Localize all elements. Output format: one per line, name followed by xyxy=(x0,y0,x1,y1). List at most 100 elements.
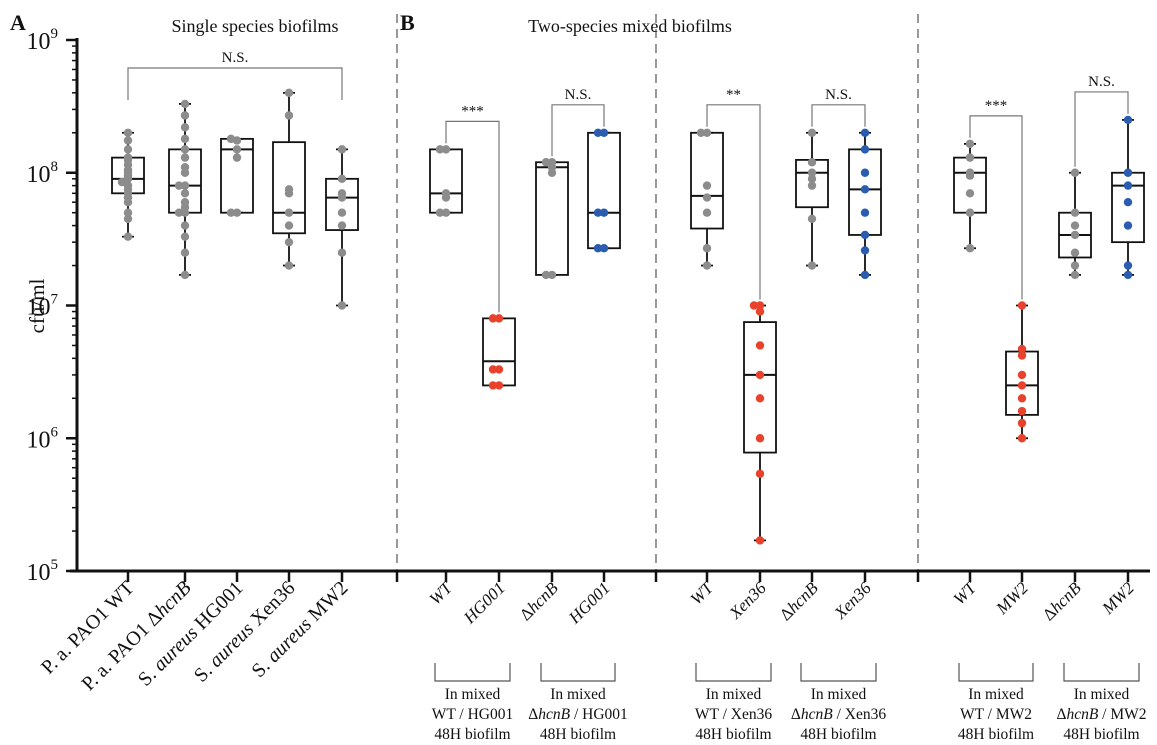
box-plot xyxy=(429,148,463,214)
x-tick-label: MW2 xyxy=(1098,578,1139,619)
data-point xyxy=(965,139,975,149)
data-point xyxy=(1070,248,1080,257)
y-tick-base: 10 xyxy=(27,29,51,55)
significance-label: *** xyxy=(985,98,1008,114)
data-point xyxy=(337,145,347,154)
pair-bracket: In mixed ΔhcnB / Xen36 48H biofilm xyxy=(791,663,886,743)
data-point xyxy=(226,134,236,144)
bracket-line xyxy=(551,104,605,157)
box-plot xyxy=(535,161,569,276)
data-point xyxy=(232,153,242,162)
box-plot xyxy=(1111,119,1145,276)
data-point xyxy=(180,232,190,241)
data-point xyxy=(807,261,817,270)
pair-bracket-line xyxy=(800,663,877,682)
x-tick-label: MW2 xyxy=(992,578,1033,619)
y-tick-label: 106 xyxy=(27,424,59,453)
data-point xyxy=(755,469,765,478)
data-point xyxy=(174,208,184,217)
data-point xyxy=(284,237,294,247)
pair-bracket-caption: In mixed xyxy=(550,686,606,703)
data-point xyxy=(180,111,190,120)
data-point xyxy=(180,123,190,132)
pair-bracket: In mixed ΔhcnB / HG001 48H biofilm xyxy=(528,663,628,743)
x-tick-label-part: Xen36 xyxy=(830,578,875,623)
data-point xyxy=(1123,181,1133,190)
data-point xyxy=(702,128,712,137)
pair-bracket-caption-part: hcnB xyxy=(538,706,570,723)
x-tick-label-part: HG001 xyxy=(459,578,509,628)
data-point xyxy=(123,136,133,145)
data-point xyxy=(965,168,975,177)
data-point xyxy=(1070,168,1080,177)
data-point xyxy=(547,158,557,167)
y-tick-label: 107 xyxy=(27,292,59,321)
data-point xyxy=(749,301,759,310)
y-tick-exponent: 9 xyxy=(51,26,59,42)
significance-label: N.S. xyxy=(222,50,249,66)
data-point xyxy=(180,270,190,280)
bracket-line xyxy=(811,104,866,127)
data-point xyxy=(702,181,712,190)
significance-label: N.S. xyxy=(825,87,852,103)
data-point xyxy=(284,221,294,230)
data-point xyxy=(284,261,294,270)
pair-bracket-caption-part: Δ xyxy=(528,706,538,723)
data-point xyxy=(860,270,870,280)
data-point xyxy=(180,145,190,154)
data-point xyxy=(547,270,557,280)
significance-label: ** xyxy=(726,87,741,103)
data-point xyxy=(755,301,765,310)
pair-bracket-caption: WT / HG001 xyxy=(432,706,514,723)
data-point xyxy=(755,434,765,443)
data-point xyxy=(807,214,817,223)
data-point xyxy=(337,221,347,230)
pair-bracket-caption: WT / MW2 xyxy=(960,706,1032,723)
pair-bracket-caption: ΔhcnB / Xen36 xyxy=(791,706,886,723)
data-point xyxy=(337,248,347,257)
data-point xyxy=(488,314,498,323)
box-body xyxy=(272,141,306,235)
box-body xyxy=(953,156,987,214)
x-tick-label: WT xyxy=(687,577,718,608)
y-tick-base: 10 xyxy=(27,427,51,453)
significance-brackets: N.S. *** N.S. ** N.S. *** N.S. xyxy=(127,50,1129,313)
pair-bracket-caption: In mixed xyxy=(445,686,501,703)
data-point xyxy=(435,145,445,154)
x-tick-label: Xen36 xyxy=(830,578,875,623)
significance-label: N.S. xyxy=(565,87,592,103)
data-point xyxy=(123,232,133,241)
data-point xyxy=(488,365,498,374)
significance-label: *** xyxy=(461,103,484,119)
significance-bracket: N.S. xyxy=(1074,74,1129,167)
data-point xyxy=(755,536,765,545)
data-point xyxy=(755,394,765,403)
data-point xyxy=(232,145,242,154)
data-point xyxy=(180,153,190,162)
data-point xyxy=(337,189,347,198)
pair-bracket-line xyxy=(434,663,511,682)
box-plot xyxy=(587,131,621,250)
data-point xyxy=(702,261,712,270)
pair-bracket: In mixed WT / Xen36 48H biofilm xyxy=(695,663,772,743)
data-point xyxy=(860,208,870,217)
data-point xyxy=(1017,418,1027,428)
x-tick-label-part: WT xyxy=(950,577,981,608)
data-point xyxy=(284,185,294,194)
box-plot xyxy=(743,304,777,542)
data-point xyxy=(123,208,133,217)
data-point xyxy=(1017,301,1027,310)
y-axis-label: cfu/ml xyxy=(25,278,49,333)
bracket-line xyxy=(127,67,343,100)
data-point xyxy=(123,128,133,137)
y-tick-label: 108 xyxy=(27,159,59,188)
y-tick-exponent: 8 xyxy=(51,159,59,175)
x-tick-label-part: Xen36 xyxy=(725,578,770,623)
data-point xyxy=(965,208,975,217)
box-body xyxy=(535,161,569,276)
data-point xyxy=(1070,208,1080,217)
data-point xyxy=(1017,381,1027,390)
pair-bracket: In mixed WT / MW2 48H biofilm xyxy=(958,663,1034,743)
data-point xyxy=(435,208,445,217)
